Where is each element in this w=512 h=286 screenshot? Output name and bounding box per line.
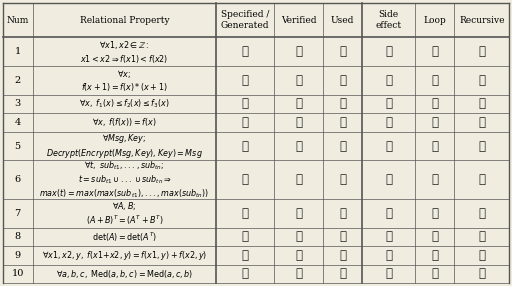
Text: $\forall t,\ sub_{t1}, ..., sub_{tn};$
$t = sub_{t1} \cup ... \cup sub_{tn} \Rig: $\forall t,\ sub_{t1}, ..., sub_{tn};$ $…: [39, 159, 209, 200]
Text: 3: 3: [14, 100, 20, 108]
Text: $\forall x1, x2, y,\ f(x1{+}x2, y) = f(x1, y) + f(x2, y)$: $\forall x1, x2, y,\ f(x1{+}x2, y) = f(x…: [41, 249, 207, 262]
Text: Specified /
Generated: Specified / Generated: [221, 11, 269, 30]
Text: ✓: ✓: [295, 207, 302, 220]
Text: ✓: ✓: [242, 98, 249, 110]
Text: 1: 1: [14, 47, 20, 56]
Text: ✗: ✗: [431, 74, 438, 87]
Text: $\forall A, B;$
$(A + B)^T = (A^T + B^T)$: $\forall A, B;$ $(A + B)^T = (A^T + B^T)…: [86, 200, 163, 227]
Text: ✗: ✗: [431, 267, 438, 280]
Text: ✓: ✓: [242, 173, 249, 186]
Text: Num: Num: [6, 16, 29, 25]
Text: ✓: ✓: [295, 74, 302, 87]
Text: $\forall a, b, c,\ \mathrm{Med}(a, b, c) = \mathrm{Med}(a, c, b)$: $\forall a, b, c,\ \mathrm{Med}(a, b, c)…: [56, 268, 193, 280]
Text: ✗: ✗: [385, 231, 392, 243]
Text: ✓: ✓: [295, 231, 302, 243]
Text: ✗: ✗: [339, 116, 346, 129]
Text: $\forall Msg, Key;$
$Decrypt(Encrypt(Msg,Key),Key) = Msg$: $\forall Msg, Key;$ $Decrypt(Encrypt(Msg…: [46, 132, 203, 160]
Text: ✗: ✗: [385, 249, 392, 262]
Text: ✓: ✓: [339, 249, 346, 262]
Text: ✗: ✗: [339, 207, 346, 220]
Text: ✗: ✗: [339, 231, 346, 243]
Text: ✓: ✓: [385, 173, 392, 186]
Text: 5: 5: [14, 142, 20, 150]
Text: ✓: ✓: [385, 74, 392, 87]
Text: ✓: ✓: [385, 140, 392, 152]
Text: ✓: ✓: [431, 116, 438, 129]
Text: ✗: ✗: [385, 207, 392, 220]
Text: ✓: ✓: [242, 45, 249, 58]
Text: 8: 8: [14, 233, 20, 241]
Text: ✗: ✗: [478, 207, 485, 220]
Text: 4: 4: [14, 118, 20, 127]
Text: 6: 6: [14, 175, 20, 184]
Text: ✗: ✗: [478, 267, 485, 280]
Text: ✗: ✗: [431, 98, 438, 110]
Text: ✗: ✗: [385, 98, 392, 110]
Text: ✓: ✓: [431, 173, 438, 186]
Text: ✗: ✗: [478, 45, 485, 58]
Text: Side
effect: Side effect: [376, 11, 402, 30]
Text: ✓: ✓: [431, 207, 438, 220]
Text: ✗: ✗: [478, 116, 485, 129]
Text: ✗: ✗: [339, 173, 346, 186]
Text: ✓: ✓: [242, 249, 249, 262]
Text: ✓: ✓: [295, 45, 302, 58]
Text: ✓: ✓: [339, 140, 346, 152]
Text: ✓: ✓: [431, 140, 438, 152]
Text: ✗: ✗: [385, 116, 392, 129]
Text: ✗: ✗: [478, 231, 485, 243]
Text: ✓: ✓: [295, 116, 302, 129]
Text: Recursive: Recursive: [459, 16, 504, 25]
Text: ✗: ✗: [431, 249, 438, 262]
Text: ✓: ✓: [431, 231, 438, 243]
Text: Verified: Verified: [281, 16, 316, 25]
Text: ✗: ✗: [431, 45, 438, 58]
Text: ✓: ✓: [385, 45, 392, 58]
Text: $\forall x;$
$f(x+1) = f(x) * (x+1)$: $\forall x;$ $f(x+1) = f(x) * (x+1)$: [81, 67, 167, 93]
Text: Used: Used: [331, 16, 354, 25]
Text: 7: 7: [14, 209, 20, 218]
Text: ✓: ✓: [242, 207, 249, 220]
Text: ✓: ✓: [478, 74, 485, 87]
Text: $\forall x,\ f(f(x)) = f(x)$: $\forall x,\ f(f(x)) = f(x)$: [92, 116, 157, 128]
Text: ✓: ✓: [242, 267, 249, 280]
Text: Loop: Loop: [423, 16, 446, 25]
Text: ✓: ✓: [295, 267, 302, 280]
Text: ✗: ✗: [478, 173, 485, 186]
Text: $\forall x,\ f_1(x) \leq f_2(x) \leq f_3(x)$: $\forall x,\ f_1(x) \leq f_2(x) \leq f_3…: [79, 98, 169, 110]
Text: ✓: ✓: [478, 249, 485, 262]
Text: $\forall x1, x2 \in \mathbb{Z}:$
$x1 < x2 \Rightarrow f(x1) < f(x2)$: $\forall x1, x2 \in \mathbb{Z}:$ $x1 < x…: [80, 39, 168, 65]
Text: ✗: ✗: [339, 98, 346, 110]
Text: 10: 10: [11, 269, 24, 278]
Text: $\det(A) = \det(A^T)$: $\det(A) = \det(A^T)$: [92, 230, 157, 244]
Text: ✗: ✗: [478, 140, 485, 152]
Text: ✗: ✗: [385, 267, 392, 280]
Text: ✓: ✓: [242, 74, 249, 87]
Text: ✓: ✓: [242, 231, 249, 243]
Text: 9: 9: [14, 251, 20, 260]
Text: ✓: ✓: [339, 74, 346, 87]
Text: ✓: ✓: [242, 116, 249, 129]
Text: ✓: ✓: [295, 98, 302, 110]
Text: ✓: ✓: [339, 45, 346, 58]
Text: ✓: ✓: [295, 173, 302, 186]
Text: Relational Property: Relational Property: [79, 16, 169, 25]
Text: ✗: ✗: [478, 98, 485, 110]
Text: ✓: ✓: [295, 140, 302, 152]
Text: ✓: ✓: [242, 140, 249, 152]
Text: ✗: ✗: [339, 267, 346, 280]
Text: 2: 2: [14, 76, 20, 85]
Text: ✓: ✓: [295, 249, 302, 262]
